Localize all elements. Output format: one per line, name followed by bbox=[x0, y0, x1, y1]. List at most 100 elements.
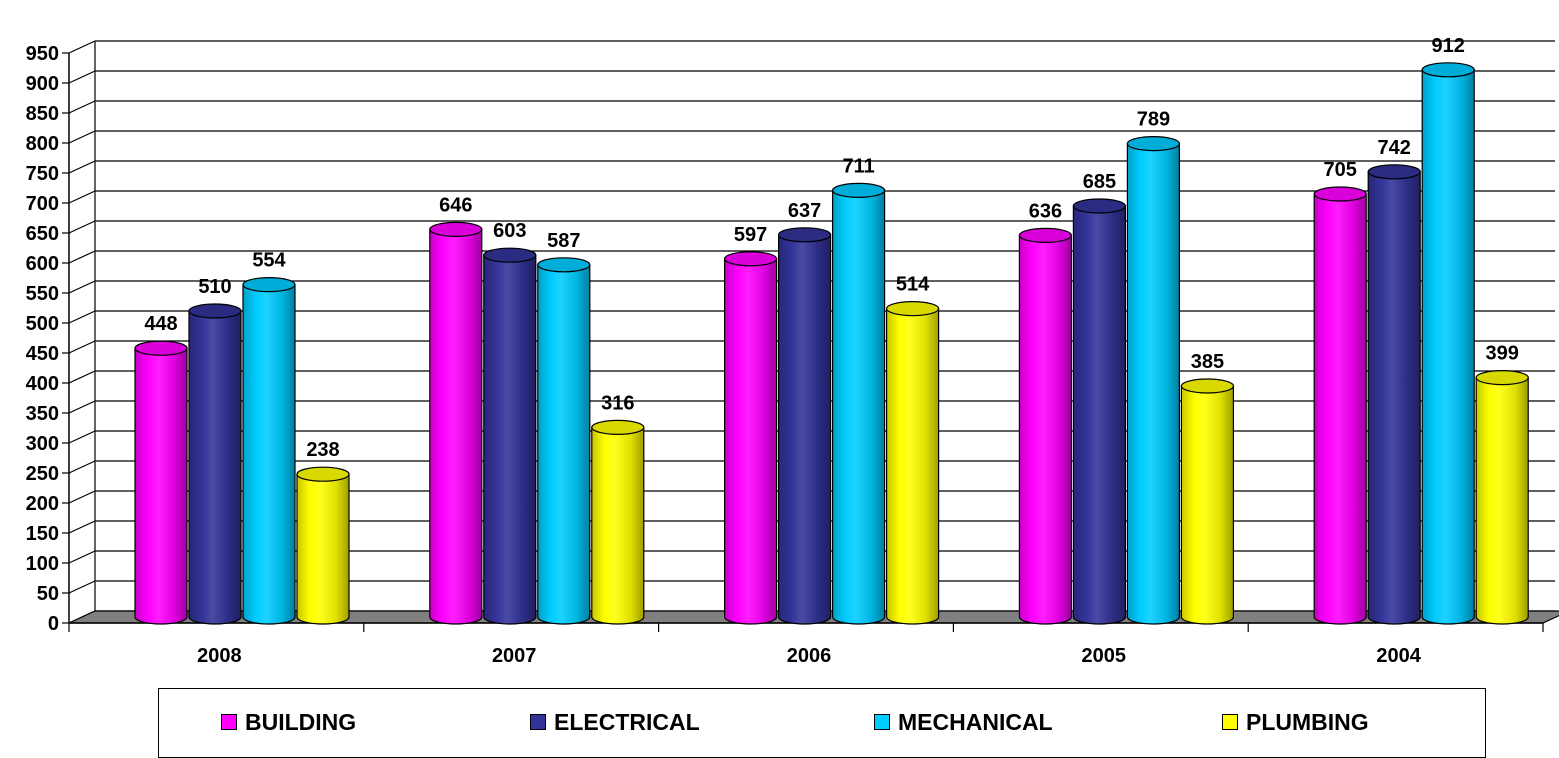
legend-swatch-building bbox=[221, 714, 237, 730]
gridline-wall bbox=[68, 460, 96, 474]
y-tick-label: 650 bbox=[26, 223, 59, 245]
y-tick-label: 50 bbox=[37, 583, 59, 605]
bar-top bbox=[537, 257, 591, 273]
data-labels: 448 510 554 238 646 603 587 316 597 637 711 514 636 6… bbox=[144, 35, 1519, 461]
bar-body bbox=[832, 189, 886, 625]
legend-item-mechanical: MECHANICAL bbox=[874, 709, 1053, 735]
gridline-wall bbox=[68, 250, 96, 264]
gridline-wall bbox=[68, 370, 96, 384]
gridline-wall bbox=[68, 310, 96, 324]
y-tick-label: 900 bbox=[26, 73, 59, 95]
bar-body bbox=[724, 258, 778, 625]
bar-building-2008 bbox=[134, 340, 188, 625]
data-label-mechanical-2007: 587 bbox=[547, 230, 580, 252]
gridline-wall bbox=[68, 490, 96, 504]
x-tick-label: 2005 bbox=[1082, 645, 1127, 667]
bar-top bbox=[885, 301, 940, 317]
bar-top bbox=[134, 340, 188, 356]
x-tick-label: 2007 bbox=[492, 645, 537, 667]
bar-body bbox=[886, 308, 940, 625]
x-tick-label: 2004 bbox=[1376, 645, 1421, 667]
bar-mechanical-2006 bbox=[831, 182, 886, 625]
bar-body bbox=[1180, 385, 1234, 625]
gridline-wall bbox=[68, 130, 96, 144]
bar-body bbox=[1421, 69, 1475, 625]
bar-building-2006 bbox=[723, 251, 778, 625]
x-tick-label: 2008 bbox=[197, 645, 242, 667]
gridline-wall bbox=[68, 520, 96, 534]
bar-body bbox=[537, 264, 591, 625]
y-tick-label: 100 bbox=[26, 553, 59, 575]
bar-body bbox=[134, 347, 188, 625]
data-label-electrical-2007: 603 bbox=[493, 220, 526, 242]
bar-body bbox=[1367, 171, 1421, 625]
y-tick-label: 300 bbox=[26, 433, 59, 455]
data-label-mechanical-2006: 711 bbox=[842, 155, 874, 177]
legend-swatch-electrical bbox=[530, 714, 546, 730]
data-label-plumbing-2008: 238 bbox=[306, 439, 339, 461]
y-tick-label: 450 bbox=[26, 343, 59, 365]
gridline-wall bbox=[68, 100, 96, 114]
y-tick-label: 250 bbox=[26, 463, 59, 485]
bar-mechanical-2005 bbox=[1126, 136, 1181, 625]
bar-top bbox=[1072, 198, 1127, 214]
bar-top bbox=[1367, 164, 1421, 180]
bar-body bbox=[1072, 205, 1126, 625]
legend: BUILDING ELECTRICAL MECHANICAL PLUMBING bbox=[158, 688, 1486, 758]
bar-body bbox=[296, 473, 350, 625]
y-tick-label: 150 bbox=[26, 523, 59, 545]
bar-top bbox=[429, 221, 483, 237]
y-tick-label: 700 bbox=[26, 193, 59, 215]
data-label-electrical-2006: 637 bbox=[788, 200, 821, 222]
data-label-building-2007: 646 bbox=[439, 194, 472, 216]
bar-top bbox=[591, 419, 645, 435]
gridline-wall bbox=[68, 550, 96, 564]
bars bbox=[134, 62, 1529, 625]
data-label-building-2004: 705 bbox=[1324, 159, 1357, 181]
y-tick-label: 750 bbox=[26, 163, 59, 185]
bar-top bbox=[1180, 378, 1235, 394]
gridline-wall bbox=[68, 160, 96, 174]
gridline-wall bbox=[68, 40, 96, 54]
legend-swatch-mechanical bbox=[874, 714, 890, 730]
legend-item-building: BUILDING bbox=[221, 709, 356, 735]
y-tick-label: 950 bbox=[26, 43, 59, 65]
gridline-wall bbox=[68, 580, 96, 594]
y-tick-label: 850 bbox=[26, 103, 59, 125]
y-tick-label: 200 bbox=[26, 493, 59, 515]
bar-electrical-2006 bbox=[777, 227, 832, 625]
bar-body bbox=[188, 310, 242, 625]
bar-body bbox=[1018, 234, 1072, 625]
bar-top bbox=[296, 466, 350, 482]
bar-electrical-2004 bbox=[1367, 164, 1421, 625]
bar-top bbox=[777, 227, 832, 243]
y-tick-label: 550 bbox=[26, 283, 59, 305]
legend-label-electrical: ELECTRICAL bbox=[554, 708, 700, 735]
gridline-wall bbox=[68, 70, 96, 84]
gridline-wall bbox=[68, 400, 96, 414]
data-label-plumbing-2006: 514 bbox=[896, 274, 930, 296]
data-label-building-2005: 636 bbox=[1029, 200, 1062, 222]
bar-electrical-2005 bbox=[1072, 198, 1127, 625]
bar-plumbing-2005 bbox=[1180, 378, 1235, 625]
bar-top bbox=[723, 251, 778, 267]
data-label-building-2006: 597 bbox=[734, 224, 767, 246]
y-tick-label: 350 bbox=[26, 403, 59, 425]
gridline-wall bbox=[68, 190, 96, 204]
data-label-electrical-2005: 685 bbox=[1083, 171, 1116, 193]
legend-item-electrical: ELECTRICAL bbox=[530, 709, 700, 735]
bar-body bbox=[778, 234, 832, 625]
bar-top bbox=[242, 277, 296, 293]
bar-plumbing-2008 bbox=[296, 466, 350, 625]
bar-body bbox=[242, 284, 296, 625]
y-tick-label: 400 bbox=[26, 373, 59, 395]
bar-body bbox=[483, 254, 537, 625]
bar-mechanical-2008 bbox=[242, 277, 296, 625]
bar-plumbing-2007 bbox=[591, 419, 645, 625]
bar-plumbing-2004 bbox=[1475, 370, 1529, 625]
gridline-wall bbox=[68, 430, 96, 444]
bar-body bbox=[1126, 143, 1180, 625]
bar-body bbox=[591, 426, 645, 625]
bar-top bbox=[483, 247, 537, 263]
bar-body bbox=[429, 228, 483, 625]
